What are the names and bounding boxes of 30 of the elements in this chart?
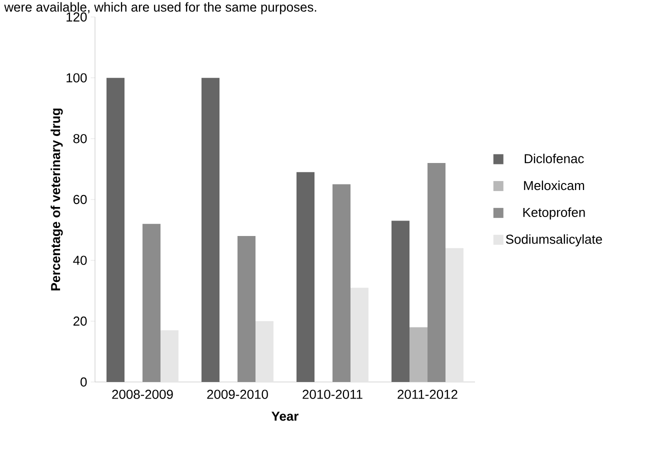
- x-tick-label: 2008-2009: [112, 390, 173, 399]
- legend-label: Diclofenac: [524, 154, 584, 164]
- y-tick-label: 40: [73, 256, 87, 265]
- y-axis-title: Percentage of veterinary drug: [50, 108, 63, 290]
- bar: [296, 172, 315, 382]
- bar: [428, 162, 446, 382]
- y-tick-label: 0: [80, 377, 87, 387]
- bar: [332, 184, 351, 382]
- y-tick-label: 20: [73, 316, 87, 326]
- x-tick-label: 2009-2010: [207, 390, 268, 399]
- y-tick-label: 120: [66, 12, 87, 22]
- y-tick-label: 100: [66, 73, 87, 82]
- y-tick-label: 60: [73, 194, 87, 204]
- bar: [106, 78, 125, 382]
- legend-label: Ketoprofen: [523, 207, 585, 220]
- bar: [160, 330, 179, 382]
- x-axis-title: Year: [272, 412, 298, 421]
- bar: [392, 220, 410, 382]
- bar: [202, 78, 220, 382]
- bar: [142, 224, 161, 382]
- legend-label: Sodiumsalicylate: [506, 234, 602, 246]
- x-tick-label: 2011-2012: [398, 390, 458, 399]
- bar: [238, 236, 256, 382]
- bar: [350, 288, 369, 382]
- x-tick-label: 2010-2011: [302, 390, 362, 399]
- legend-label: Meloxicam: [524, 180, 584, 190]
- bar: [256, 321, 274, 382]
- bar: [446, 248, 464, 382]
- text: were available, which are used for the same purposes.: [4, 2, 316, 14]
- y-tick-label: 80: [73, 134, 87, 144]
